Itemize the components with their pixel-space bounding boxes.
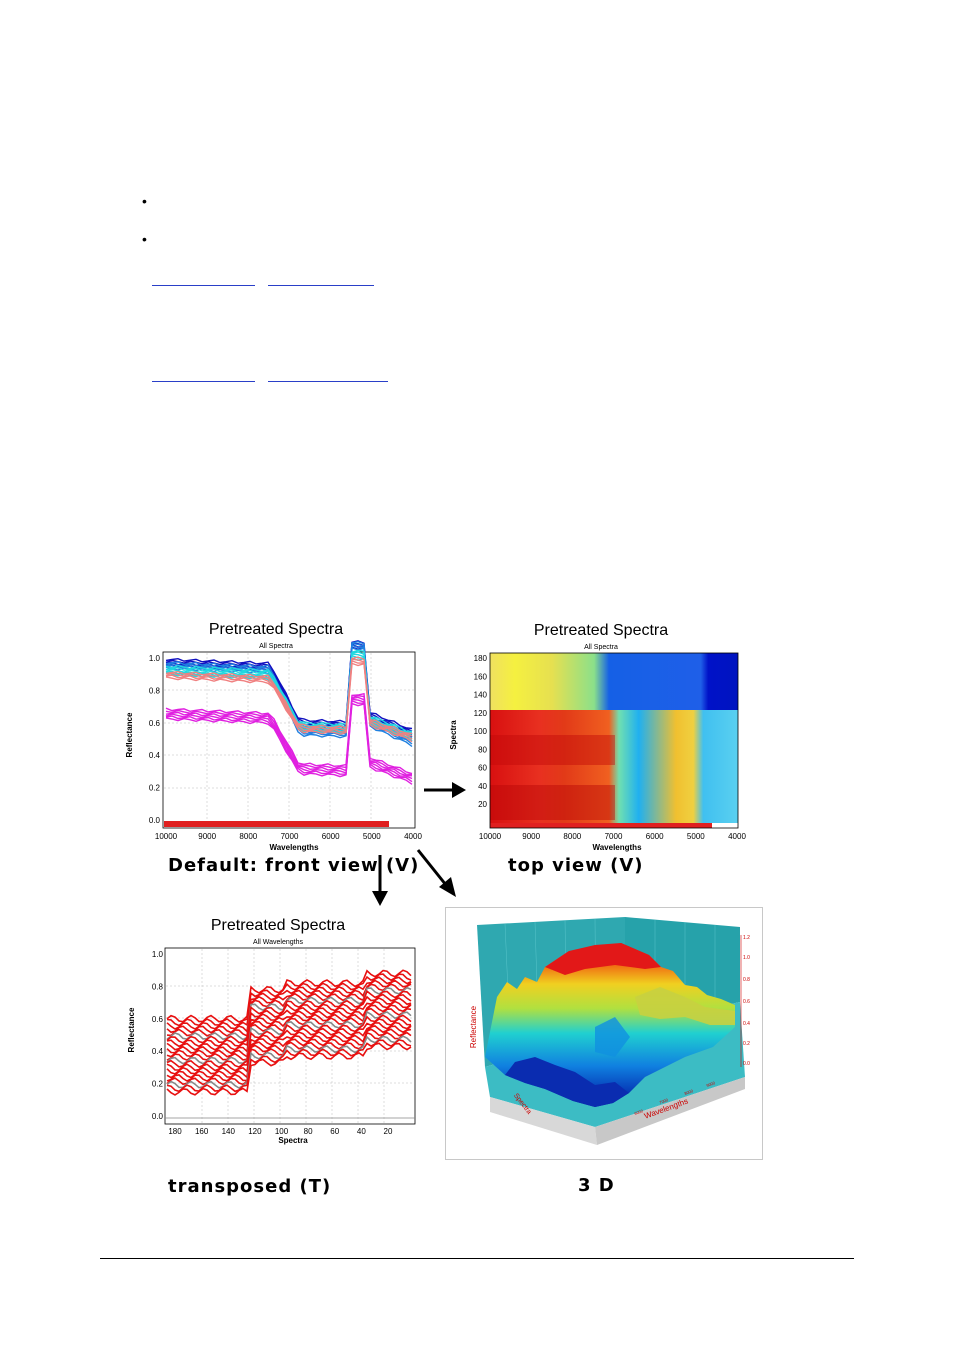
front-chart-subtitle: All Spectra [259,643,293,650]
top-y-tick: 140 [474,691,488,700]
top-chart-ylabel: Spectra [449,720,458,750]
trans-y-tick: 0.6 [152,1015,164,1024]
top-x-tick: 5000 [687,832,705,841]
front-chart-xlabel: Wavelengths [269,843,319,852]
svg-text:0.0: 0.0 [743,1061,750,1067]
transposed-chart-ylabel: Reflectance [127,1007,136,1052]
three-d-surface-chart: 1.21.00.8 0.60.40.20.0 Reflectance Wavel… [445,907,763,1160]
svg-text:0.8: 0.8 [743,977,750,983]
svg-text:0.4: 0.4 [743,1021,750,1027]
trans-y-tick: 0.0 [152,1112,164,1121]
trans-x-tick: 40 [357,1127,366,1136]
top-y-tick: 40 [478,782,487,791]
caption-transposed: transposed (T) [168,1176,332,1197]
trans-y-tick: 0.4 [152,1047,164,1056]
transposed-chart-title: Pretreated Spectra [211,917,345,934]
svg-text:7000: 7000 [659,1097,670,1105]
trans-x-tick: 180 [168,1127,182,1136]
link-2[interactable] [268,285,374,286]
front-x-tick: 8000 [239,832,257,841]
trans-y-tick: 0.2 [152,1080,164,1089]
trans-x-tick: 160 [195,1127,209,1136]
top-x-tick: 8000 [563,832,581,841]
svg-text:0.6: 0.6 [743,999,750,1005]
footer-rule [100,1258,854,1259]
top-x-tick: 9000 [522,832,540,841]
top-y-tick: 160 [474,672,488,681]
front-x-tick: 10000 [155,832,178,841]
svg-text:0.2: 0.2 [743,1041,750,1047]
trans-y-tick: 0.8 [152,982,164,991]
trans-x-tick: 20 [384,1127,393,1136]
top-x-tick: 4000 [728,832,746,841]
svg-text:1.0: 1.0 [743,955,750,961]
front-y-tick: 0.6 [149,719,161,728]
front-x-tick: 6000 [322,832,340,841]
front-view-chart: Pretreated Spectra All Spectra 1.0 0.8 0.6… [125,621,422,852]
top-chart-subtitle: All Spectra [584,644,618,651]
trans-x-tick: 140 [222,1127,236,1136]
top-chart-xlabel: Wavelengths [592,843,642,852]
svg-text:1.2: 1.2 [743,935,750,941]
trans-y-tick: 1.0 [152,950,164,959]
bullet-2: • [142,231,147,247]
top-y-tick: 20 [478,800,487,809]
caption-front-view: Default: front view (V) [168,855,420,876]
transposed-chart-xlabel: Spectra [278,1136,308,1145]
top-y-tick: 120 [474,709,488,718]
top-chart-title: Pretreated Spectra [534,622,668,639]
trans-x-tick: 60 [330,1127,339,1136]
top-view-chart: Pretreated Spectra All Spectra 180 160 140… [449,622,746,852]
top-y-tick: 100 [474,727,488,736]
trans-x-tick: 80 [304,1127,313,1136]
svg-text:6000: 6000 [634,1108,645,1116]
trans-x-tick: 100 [275,1127,289,1136]
link-1[interactable] [152,285,255,286]
top-x-tick: 10000 [479,832,502,841]
front-y-tick: 0.4 [149,751,161,760]
front-chart-ylabel: Reflectance [125,712,134,757]
link-3[interactable] [152,381,255,382]
front-x-tick: 9000 [198,832,216,841]
top-y-tick: 180 [474,654,488,663]
front-y-tick: 1.0 [149,654,161,663]
front-y-tick: 0.0 [149,816,161,825]
caption-top-view: top view (V) [508,855,644,876]
top-y-tick: 80 [478,745,487,754]
caption-3d: 3 D [578,1175,615,1196]
svg-text:8000: 8000 [684,1088,695,1096]
front-y-tick: 0.2 [149,784,161,793]
top-x-tick: 6000 [646,832,664,841]
transposed-chart: Pretreated Spectra All Wavelengths 1.0 0.… [127,917,416,1145]
svg-text:9000: 9000 [706,1080,717,1088]
top-y-tick: 60 [478,764,487,773]
bullet-1: • [142,193,147,209]
front-x-tick: 5000 [363,832,381,841]
front-x-tick: 7000 [281,832,299,841]
three-d-zlabel: Reflectance [469,1005,478,1048]
front-y-tick: 0.8 [149,686,161,695]
front-chart-title: Pretreated Spectra [209,621,343,638]
arrows-layer [372,782,466,906]
front-x-tick: 4000 [404,832,422,841]
top-x-tick: 7000 [605,832,623,841]
trans-x-tick: 120 [248,1127,262,1136]
transposed-chart-subtitle: All Wavelengths [253,939,303,946]
link-4[interactable] [268,381,388,382]
